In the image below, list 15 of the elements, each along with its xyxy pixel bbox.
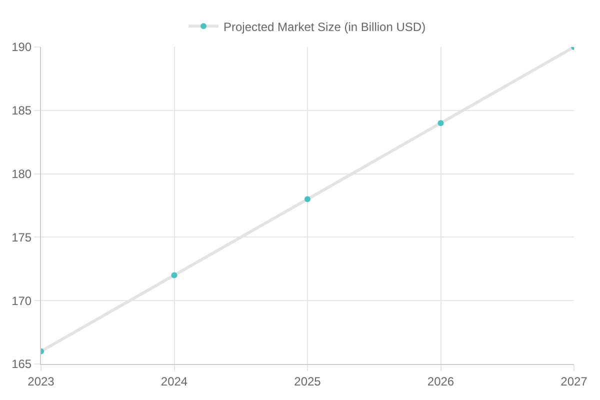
x-tick-label: 2023	[28, 374, 55, 388]
x-tick-label: 2025	[294, 374, 322, 388]
y-tick-label: 175	[12, 230, 32, 244]
point	[304, 196, 310, 202]
y-tick-label: 185	[12, 104, 32, 118]
y-tick-label: 170	[12, 294, 32, 308]
point	[171, 272, 178, 278]
x-tick-label: 2027	[560, 374, 588, 388]
x-tick-label: 2026	[427, 374, 454, 388]
y-tick-label: 165	[12, 357, 32, 372]
y-tick-label: 190	[12, 40, 32, 54]
x-tick-label: 2024	[160, 374, 188, 388]
point	[438, 120, 444, 126]
y-tick-label: 180	[12, 167, 32, 181]
legend-label: Projected Market Size (in Billion USD)	[224, 20, 426, 34]
